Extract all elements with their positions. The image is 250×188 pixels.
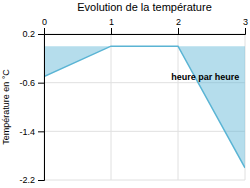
grid-line: [111, 34, 112, 180]
tick: 1: [109, 17, 114, 34]
tick-label: 3: [243, 17, 248, 27]
tick: 0: [42, 17, 47, 34]
tick: 2: [176, 17, 181, 34]
tick: -1.4: [19, 127, 44, 137]
axis-line: [38, 35, 45, 181]
tick-label: 2: [176, 17, 181, 27]
tick: 0.2: [22, 29, 44, 39]
tick-mark: [38, 83, 44, 84]
tick-mark: [245, 28, 246, 34]
tick-label: 1: [109, 17, 114, 27]
tick-mark: [38, 34, 44, 35]
tick-label: 0: [42, 17, 47, 27]
x-axis: 0 1 2 3: [42, 17, 248, 35]
tick-label: -0.6: [19, 78, 35, 88]
tick-mark: [44, 28, 45, 34]
chart: 0 1 2 3 0.2 -0.6 -1.4 -2.2 heure par heure Evolut…: [0, 0, 250, 188]
line: [44, 46, 245, 168]
title: Evolution de la température: [77, 1, 212, 13]
axis-line: [45, 28, 246, 35]
area: [44, 46, 245, 168]
y-axis-title: Température en °C: [1, 69, 11, 145]
annotation: heure par heure: [171, 72, 239, 82]
tick-label: 0.2: [22, 29, 35, 39]
grid: [44, 34, 245, 180]
tick: -0.6: [19, 78, 44, 88]
grid-line: [44, 131, 245, 132]
y-axis: 0.2 -0.6 -1.4 -2.2: [19, 29, 44, 185]
tick: -2.2: [19, 175, 44, 185]
tick-mark: [178, 28, 179, 34]
marks: [44, 46, 245, 168]
grid-line: [44, 180, 245, 181]
tick: 3: [243, 17, 248, 34]
grid-line: [178, 34, 179, 180]
tick-mark: [38, 180, 44, 181]
tick-mark: [38, 131, 44, 132]
tick-label: -1.4: [19, 127, 35, 137]
tick-mark: [111, 28, 112, 34]
plot: 0 1 2 3 0.2 -0.6 -1.4 -2.2 heure par heure: [19, 17, 248, 185]
tick-label: -2.2: [19, 175, 35, 185]
